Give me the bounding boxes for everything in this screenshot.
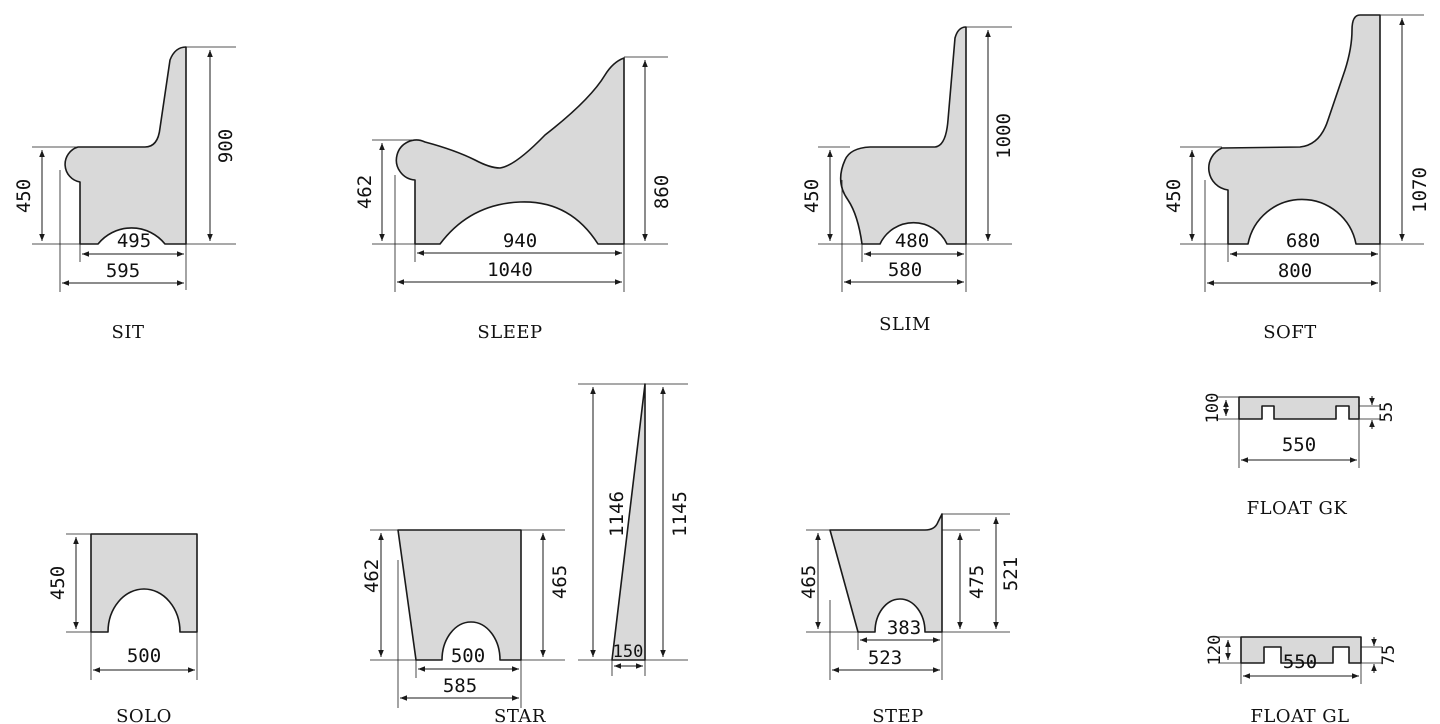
- slim-dim-height: 450: [801, 179, 823, 213]
- star-dim-side-width: 150: [613, 642, 644, 662]
- star-dim-height-right: 465: [549, 565, 571, 599]
- sit-dim-height: 450: [13, 179, 35, 213]
- solo-label: SOLO: [116, 706, 172, 724]
- step-dim-total-width: 523: [868, 647, 902, 669]
- float-gk-dim-height: 100: [1203, 393, 1223, 424]
- star-front-shape: [397, 529, 522, 661]
- float-gk-dim-width: 550: [1282, 434, 1316, 456]
- float-gl-dim-groove: 75: [1379, 645, 1399, 665]
- sleep-dim-total-width: 1040: [487, 259, 533, 281]
- solo-shape: [90, 533, 198, 633]
- soft-label: SOFT: [1263, 322, 1317, 343]
- step-dim-total-height: 521: [1000, 557, 1022, 591]
- float-gl-dim-height: 120: [1205, 635, 1225, 666]
- soft-shape: [1208, 14, 1381, 245]
- solo-dim-width: 500: [127, 645, 161, 667]
- sit-dim-width: 495: [117, 230, 151, 252]
- step-shape: [829, 513, 943, 633]
- slim-dim-total-height: 1000: [993, 113, 1015, 159]
- star-dim-height: 462: [361, 559, 383, 593]
- star-dim-width: 500: [451, 645, 485, 667]
- sleep-shape: [395, 57, 625, 245]
- sit-label: SIT: [112, 322, 145, 343]
- float-gk-label: FLOAT GK: [1247, 498, 1348, 519]
- sleep-label: SLEEP: [477, 322, 542, 343]
- model-float-gk: 100 55 550 FLOAT GK: [1203, 393, 1397, 519]
- model-float-gl: 120 75 550 FLOAT GL: [1205, 635, 1399, 724]
- solo-dim-height: 450: [47, 566, 69, 600]
- star-dim-side-height: 1146: [606, 491, 628, 537]
- soft-dim-total-height: 1070: [1409, 167, 1431, 213]
- soft-dim-width: 680: [1286, 230, 1320, 252]
- slim-dim-total-width: 580: [888, 259, 922, 281]
- soft-dim-total-width: 800: [1278, 260, 1312, 282]
- model-sit: 450 900 495 595 SIT: [13, 46, 237, 343]
- step-label: STEP: [872, 706, 924, 724]
- slim-dim-width: 480: [895, 230, 929, 252]
- float-gl-dim-width: 550: [1283, 651, 1317, 673]
- sleep-dim-total-height: 860: [651, 175, 673, 209]
- model-step: 465 475 521 383 523 STEP: [798, 513, 1022, 724]
- sit-dim-total-width: 595: [106, 260, 140, 282]
- float-gk-shape: [1238, 396, 1360, 420]
- model-sleep: 462 860 940 1040 SLEEP: [354, 56, 673, 343]
- star-label: STAR: [494, 706, 546, 724]
- step-dim-width: 383: [887, 617, 921, 639]
- step-dim-height: 465: [798, 565, 820, 599]
- model-slim: 450 1000 480 580 SLIM: [801, 26, 1015, 335]
- star-dim-total-width: 585: [443, 675, 477, 697]
- model-solo: 450 500 SOLO: [47, 533, 198, 724]
- sleep-dim-width: 940: [503, 230, 537, 252]
- slim-shape: [839, 26, 967, 245]
- star-dim-side-height-right: 1145: [669, 491, 691, 537]
- sit-dim-total-height: 900: [215, 129, 237, 163]
- sleep-dim-height: 462: [354, 175, 376, 209]
- star-side-shape: [611, 383, 646, 661]
- float-gk-dim-groove: 55: [1377, 402, 1397, 422]
- model-soft: 450 1070 680 800 SOFT: [1163, 14, 1431, 343]
- soft-dim-height: 450: [1163, 179, 1185, 213]
- step-dim-height-right: 475: [966, 565, 988, 599]
- model-star: 462 465 500 585 1146 1145 150 STAR: [361, 383, 691, 724]
- slim-label: SLIM: [879, 314, 931, 335]
- float-gl-label: FLOAT GL: [1250, 706, 1349, 724]
- sit-shape: [64, 46, 187, 245]
